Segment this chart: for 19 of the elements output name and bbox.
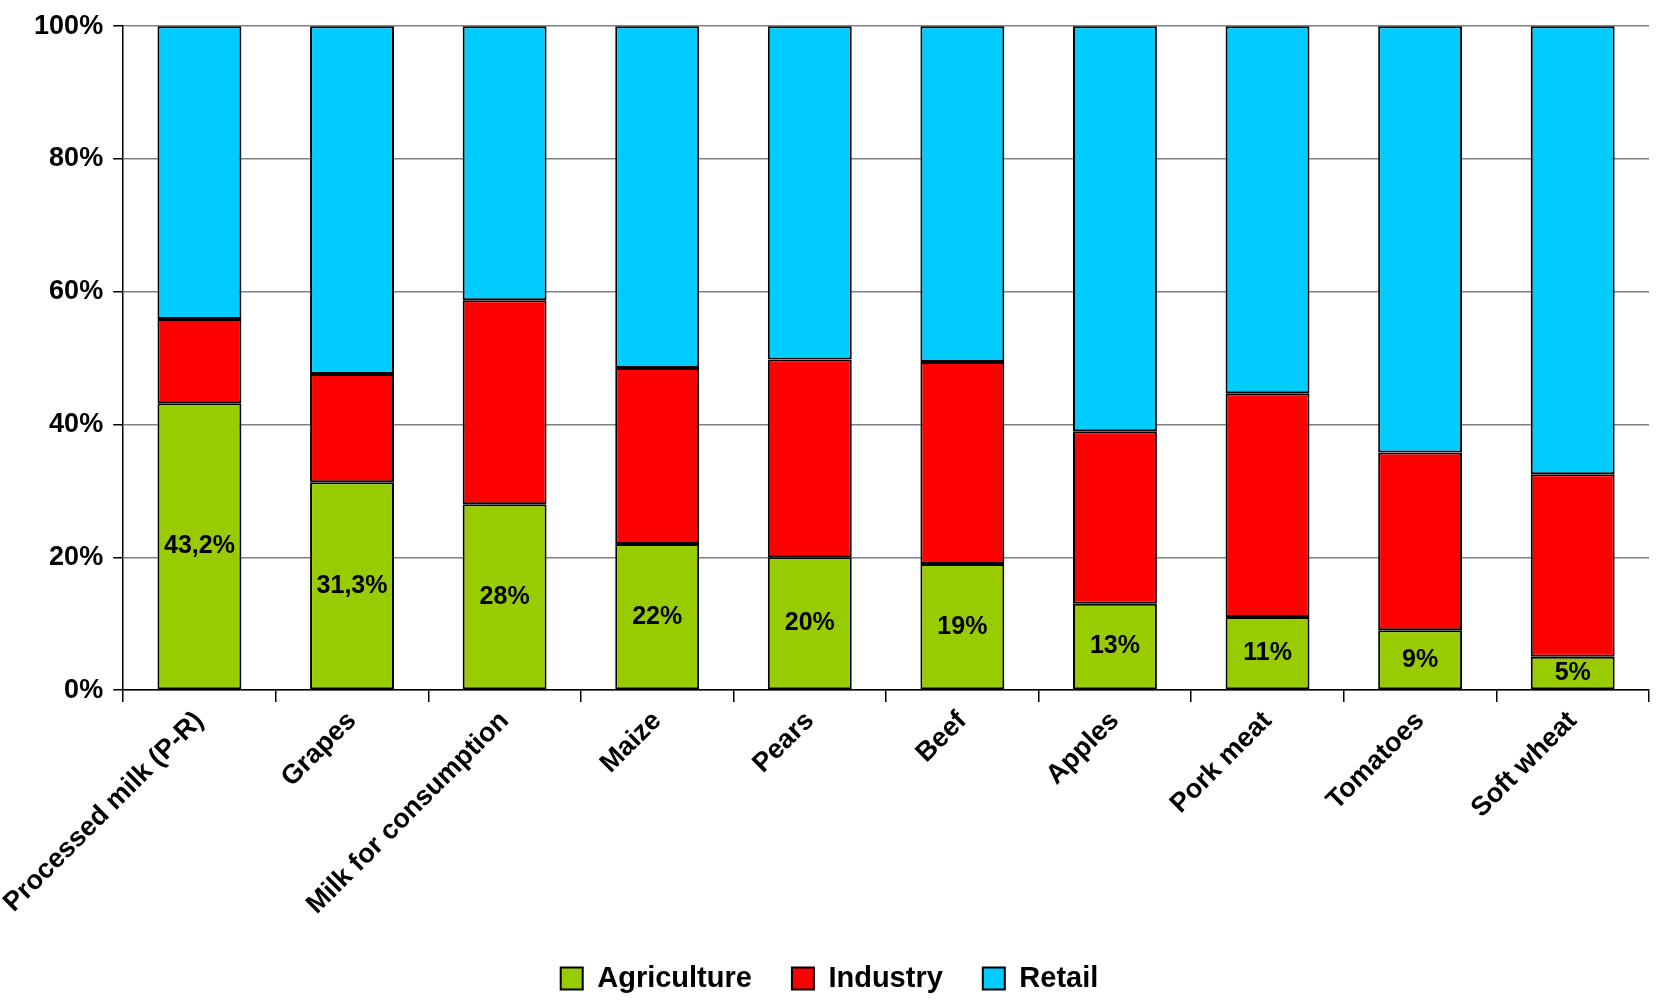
y-tick-label: 0% — [64, 673, 104, 704]
data-label: 5% — [1554, 656, 1591, 685]
y-tick-label: 40% — [49, 407, 104, 438]
data-label: 9% — [1402, 643, 1439, 672]
y-tick-label: 60% — [49, 275, 104, 306]
data-label: 13% — [1089, 630, 1140, 659]
legend-label: Industry — [828, 960, 943, 993]
legend-label: Retail — [1019, 960, 1099, 993]
y-tick-label: 20% — [49, 540, 104, 571]
y-tick-label: 100% — [34, 9, 104, 40]
data-label: 22% — [632, 600, 683, 629]
legend-label: Agriculture — [597, 960, 752, 993]
data-label: 19% — [937, 610, 988, 639]
data-label: 28% — [479, 580, 530, 609]
data-label: 43,2% — [163, 530, 235, 559]
data-label: 31,3% — [316, 569, 388, 598]
y-tick-label: 80% — [49, 142, 104, 173]
data-label: 11% — [1243, 637, 1292, 666]
data-label: 20% — [784, 607, 835, 636]
